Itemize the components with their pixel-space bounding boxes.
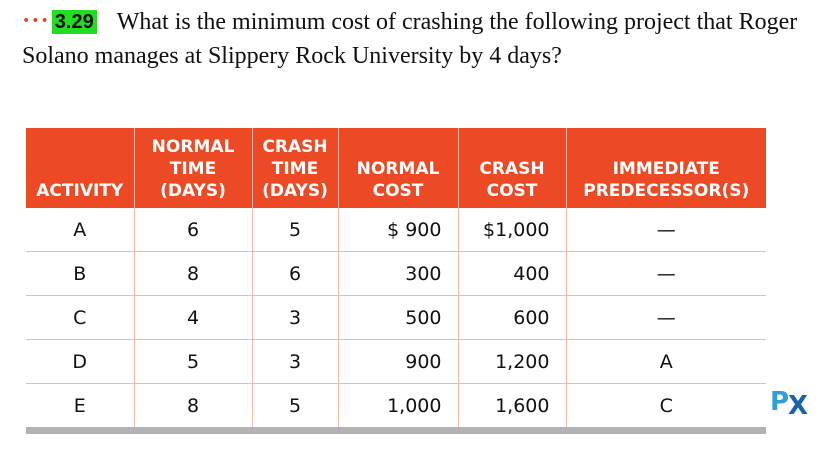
cell-crash-time: 6 (252, 251, 339, 296)
header-line: NORMAL (356, 159, 440, 179)
logo-letter-p: P (770, 387, 790, 417)
cell-normal-cost: 1,000 (338, 383, 459, 427)
header-line: IMMEDIATE (612, 159, 720, 179)
header-line: COST (372, 181, 424, 201)
header-line: (DAYS) (262, 181, 328, 201)
cell-normal-cost: $ 900 (338, 208, 459, 252)
cell-normal-time: 8 (134, 251, 253, 296)
cell-predecessor: — (566, 251, 766, 296)
header-normal-cost: NORMAL COST (338, 128, 459, 208)
cell-normal-cost: 300 (338, 251, 459, 296)
table-row: D 5 3 900 1,200 A (26, 339, 766, 384)
cell-crash-time: 3 (252, 295, 339, 340)
difficulty-dots: ••• (22, 13, 50, 29)
cell-crash-cost: 400 (458, 251, 567, 296)
cell-crash-cost: 600 (458, 295, 567, 340)
header-line: TIME (271, 159, 319, 179)
cell-crash-cost: $1,000 (458, 208, 567, 252)
header-line: PREDECESSOR(S) (583, 181, 750, 201)
header-line: CRASH (262, 137, 328, 157)
table-row: E 8 5 1,000 1,600 C (26, 383, 766, 427)
cell-predecessor: — (566, 295, 766, 340)
cell-normal-time: 6 (134, 208, 253, 252)
header-activity: ACTIVITY (26, 128, 135, 208)
cell-activity: C (26, 295, 135, 340)
header-row: ACTIVITY NORMAL TIME (DAYS) CRASH TIME (… (26, 128, 766, 208)
header-line: CRASH (479, 159, 545, 179)
table-row: B 8 6 300 400 — (26, 251, 766, 296)
cell-crash-time: 3 (252, 339, 339, 384)
header-line: TIME (169, 159, 217, 179)
cell-crash-time: 5 (252, 208, 339, 252)
cell-normal-time: 5 (134, 339, 253, 384)
header-predecessors: IMMEDIATE PREDECESSOR(S) (566, 128, 766, 208)
cell-activity: E (26, 383, 135, 427)
cell-activity: A (26, 208, 135, 252)
header-line: (DAYS) (160, 181, 226, 201)
crash-table: ACTIVITY NORMAL TIME (DAYS) CRASH TIME (… (26, 128, 766, 427)
table-row: A 6 5 $ 900 $1,000 — (26, 208, 766, 252)
header-crash-time: CRASH TIME (DAYS) (252, 128, 339, 208)
cell-normal-time: 8 (134, 383, 253, 427)
problem-statement: ••• 3.29 What is the minimum cost of crash… (22, 4, 802, 73)
px-logo-icon: P X (770, 387, 816, 420)
table-bottom-rule (26, 427, 766, 434)
cell-crash-time: 5 (252, 383, 339, 427)
cell-activity: D (26, 339, 135, 384)
header-line: NORMAL (151, 137, 235, 157)
crash-table-container: ACTIVITY NORMAL TIME (DAYS) CRASH TIME (… (26, 128, 766, 434)
header-line: COST (486, 181, 538, 201)
cell-activity: B (26, 251, 135, 296)
logo-letter-x: X (788, 391, 809, 421)
header-normal-time: NORMAL TIME (DAYS) (134, 128, 253, 208)
cell-normal-time: 4 (134, 295, 253, 340)
table-row: C 4 3 500 600 — (26, 295, 766, 340)
header-line: ACTIVITY (36, 181, 124, 201)
cell-normal-cost: 900 (338, 339, 459, 384)
cell-predecessor: C (659, 394, 673, 417)
cell-predecessor: — (566, 208, 766, 252)
cell-predecessor: A (566, 339, 766, 384)
cell-crash-cost: 1,200 (458, 339, 567, 384)
problem-text: What is the minimum cost of crashing the… (22, 9, 798, 69)
header-crash-cost: CRASH COST (458, 128, 567, 208)
cell-crash-cost: 1,600 (458, 383, 567, 427)
problem-number: 3.29 (51, 10, 97, 34)
cell-normal-cost: 500 (338, 295, 459, 340)
